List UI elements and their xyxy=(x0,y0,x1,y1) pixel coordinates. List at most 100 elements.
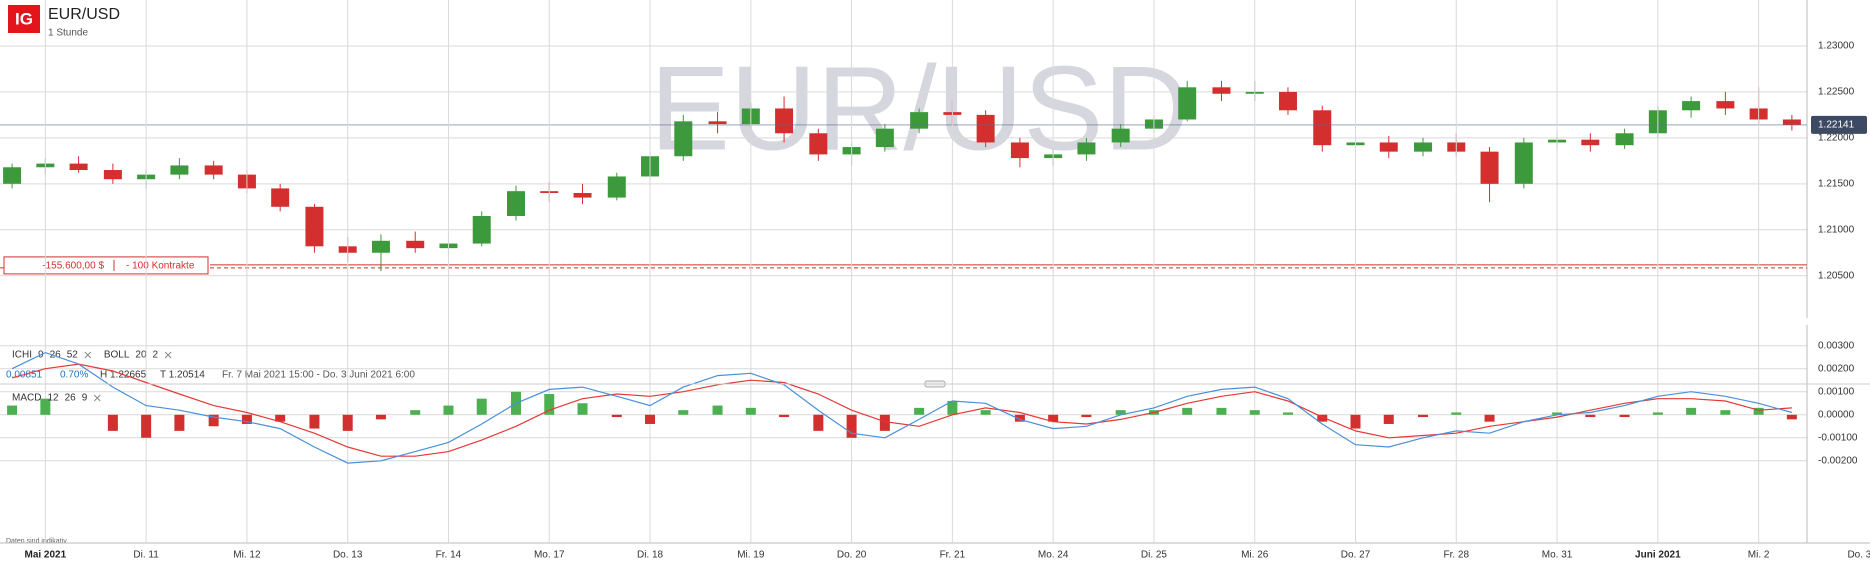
x-tick-label: Mi. 12 xyxy=(233,550,261,561)
x-tick-label: Do. 20 xyxy=(837,550,867,561)
histogram-bar xyxy=(309,414,320,429)
histogram-bar xyxy=(1216,407,1227,415)
candle-body xyxy=(1682,101,1701,111)
histogram-bar xyxy=(1182,407,1193,415)
histogram-bar xyxy=(1383,414,1394,424)
histogram-bar xyxy=(914,407,925,415)
candle-body xyxy=(170,165,189,175)
histogram-bar xyxy=(1686,407,1697,415)
indicator-param: 20 xyxy=(135,350,147,361)
candle-body xyxy=(1782,119,1801,125)
histogram-bar xyxy=(40,398,51,415)
histogram-bar xyxy=(611,414,622,418)
histogram-bar xyxy=(1552,412,1563,415)
histogram-bar xyxy=(208,414,219,427)
candle-body xyxy=(69,163,88,171)
period-range: Fr. 7 Mai 2021 15:00 - Do. 3 Juni 2021 6… xyxy=(222,370,415,381)
candle-body xyxy=(573,193,592,198)
candle-body xyxy=(1111,128,1130,143)
footnote: Daten sind indikativ xyxy=(6,538,67,545)
indicator-param: 26 xyxy=(50,350,62,361)
y-tick-label: 1.22500 xyxy=(1818,87,1855,98)
histogram-bar xyxy=(745,407,756,415)
candle-body xyxy=(305,206,324,247)
y-tick-label: 1.22000 xyxy=(1818,133,1855,144)
x-tick-label: Do. 13 xyxy=(333,550,363,561)
histogram-bar xyxy=(1652,412,1663,415)
histogram-bar xyxy=(443,405,454,415)
indicator-param: 9 xyxy=(82,393,88,404)
candle-body xyxy=(708,121,727,125)
histogram-bar xyxy=(1081,414,1092,418)
histogram-bar xyxy=(1585,414,1596,418)
candle-body xyxy=(1514,142,1533,184)
histogram-bar xyxy=(1249,410,1260,415)
indicator-name: BOLL xyxy=(104,350,130,361)
histogram-bar xyxy=(375,414,386,420)
histogram-bar xyxy=(1720,410,1731,415)
last-price-label: 1.22141 xyxy=(1818,120,1855,131)
logo-box xyxy=(8,5,40,33)
watermark: EUR/USD xyxy=(650,42,1190,176)
candle-body xyxy=(1716,101,1735,109)
histogram-bar xyxy=(1115,410,1126,415)
histogram-bar xyxy=(577,403,588,415)
histogram-bar xyxy=(241,414,252,424)
x-tick-label: Mi. 2 xyxy=(1748,550,1770,561)
x-tick-label: Mi. 19 xyxy=(737,550,765,561)
histogram-bar xyxy=(1014,414,1025,422)
close-icon[interactable] xyxy=(164,351,172,359)
y-tick-label: -0.00200 xyxy=(1818,455,1858,466)
candle-body xyxy=(3,167,22,184)
candle-body xyxy=(204,165,223,175)
candle-body xyxy=(1178,87,1197,120)
candle-body xyxy=(809,133,828,155)
histogram-bar xyxy=(947,400,958,415)
y-tick-label: 1.20500 xyxy=(1818,270,1855,281)
x-tick-label: Fr. 21 xyxy=(940,550,966,561)
candle-body xyxy=(1077,142,1096,155)
indicator-param: 26 xyxy=(65,393,77,404)
histogram-bar xyxy=(678,410,689,415)
close-icon[interactable] xyxy=(84,351,92,359)
histogram-bar xyxy=(1317,414,1328,422)
x-tick-label: Juni 2021 xyxy=(1635,550,1681,561)
x-tick-label: Fr. 28 xyxy=(1443,550,1469,561)
y-tick-label: 0.00300 xyxy=(1818,340,1855,351)
x-tick-label: Di. 18 xyxy=(637,550,664,561)
candle-body xyxy=(371,240,390,253)
x-tick-label: Di. 25 xyxy=(1141,550,1168,561)
candle-body xyxy=(1010,142,1029,159)
x-tick-label: Mi. 26 xyxy=(1241,550,1269,561)
histogram-bar xyxy=(1451,412,1462,415)
indicator-name: MACD xyxy=(12,393,41,404)
candle-body xyxy=(1414,142,1433,152)
candle-body xyxy=(910,112,929,129)
candle-body xyxy=(1379,142,1398,152)
candle-body xyxy=(472,215,491,244)
x-tick-label: Di. 11 xyxy=(133,550,159,561)
indicator-param: 2 xyxy=(153,350,159,361)
position-pnl: -155.600,00 $ xyxy=(42,261,104,272)
candle-body xyxy=(406,240,425,249)
change-percent: 0.70% xyxy=(60,370,88,381)
histogram-bar xyxy=(1619,414,1630,418)
y-tick-label: 0.00000 xyxy=(1818,409,1855,420)
candle-body xyxy=(1212,87,1231,94)
last-price-box xyxy=(1811,115,1867,134)
instrument-title: EUR/USD xyxy=(48,6,120,23)
histogram-bar xyxy=(1282,412,1293,415)
candle-body xyxy=(775,108,794,134)
candle-body xyxy=(875,128,894,148)
histogram-bar xyxy=(141,414,152,438)
histogram-bar xyxy=(342,414,353,431)
histogram-bar xyxy=(846,414,857,438)
histogram-bar xyxy=(813,414,824,431)
histogram-bar xyxy=(1786,414,1797,420)
y-tick-label: 0.00200 xyxy=(1818,363,1855,374)
candle-body xyxy=(1615,133,1634,146)
close-icon[interactable] xyxy=(93,394,101,402)
histogram-bar xyxy=(645,414,656,424)
